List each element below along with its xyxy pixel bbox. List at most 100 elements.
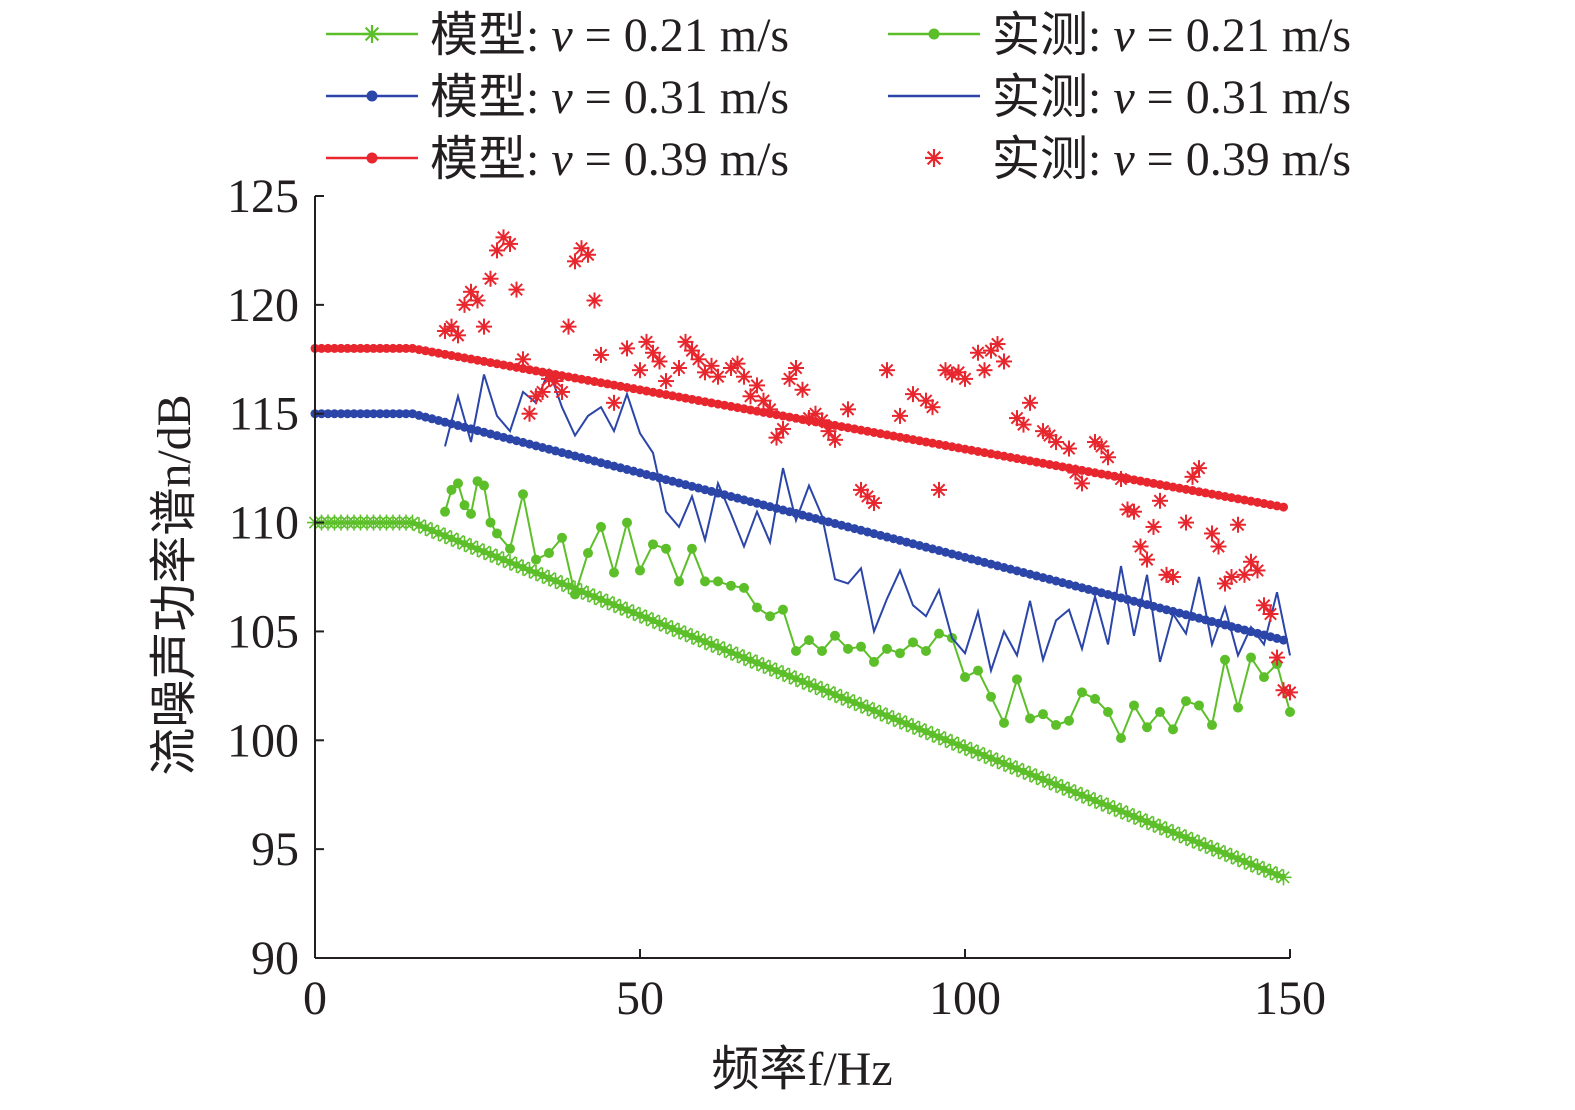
legend-item-0: 模型: v = 0.21 m/s bbox=[326, 9, 789, 62]
marker-stroke bbox=[828, 433, 842, 447]
data-point bbox=[430, 525, 447, 542]
data-point bbox=[609, 567, 619, 578]
marker-stroke bbox=[1277, 871, 1290, 884]
data-point bbox=[1282, 684, 1298, 701]
series-2 bbox=[310, 409, 1288, 645]
marker-stroke bbox=[1134, 540, 1147, 553]
marker-stroke bbox=[549, 374, 562, 388]
data-point bbox=[323, 343, 333, 353]
series-line bbox=[444, 367, 1291, 675]
data-point bbox=[931, 729, 947, 746]
data-point bbox=[1015, 416, 1032, 433]
marker-stroke bbox=[581, 248, 595, 262]
marker-stroke bbox=[497, 553, 510, 566]
data-point bbox=[1171, 826, 1188, 843]
data-point bbox=[1256, 597, 1272, 614]
marker-stroke bbox=[744, 389, 757, 403]
y-axis-title: 流噪声功率谱n/dB bbox=[148, 394, 201, 775]
marker-stroke bbox=[874, 706, 887, 720]
data-point bbox=[723, 644, 739, 661]
data-point bbox=[450, 533, 466, 550]
data-point bbox=[846, 694, 863, 711]
marker-stroke bbox=[1212, 844, 1225, 858]
marker-stroke bbox=[484, 272, 497, 286]
data-point bbox=[1113, 803, 1129, 820]
data-point bbox=[1022, 394, 1038, 411]
data-point bbox=[580, 586, 596, 603]
data-point bbox=[697, 633, 713, 650]
marker-stroke bbox=[451, 534, 465, 548]
marker-stroke bbox=[861, 701, 874, 715]
data-point bbox=[554, 383, 570, 400]
data-point bbox=[716, 641, 733, 658]
marker-stroke bbox=[458, 537, 471, 550]
marker-stroke bbox=[1082, 791, 1095, 805]
marker-stroke bbox=[1075, 477, 1089, 490]
marker-stroke bbox=[633, 609, 647, 622]
data-point bbox=[638, 333, 655, 350]
data-point bbox=[382, 409, 391, 419]
data-point bbox=[1204, 840, 1220, 857]
marker-stroke bbox=[731, 357, 744, 371]
marker-stroke bbox=[919, 394, 933, 408]
marker-stroke bbox=[471, 542, 484, 556]
data-point bbox=[918, 392, 934, 409]
data-point bbox=[1197, 837, 1214, 854]
data-point bbox=[1236, 566, 1253, 583]
data-point bbox=[879, 362, 895, 379]
marker-stroke bbox=[1186, 470, 1199, 484]
data-point bbox=[479, 480, 489, 491]
marker-stroke bbox=[698, 635, 712, 648]
marker-stroke bbox=[1179, 516, 1193, 529]
data-point bbox=[918, 723, 934, 740]
data-point bbox=[404, 514, 421, 531]
data-point bbox=[1025, 713, 1035, 724]
data-point bbox=[1074, 787, 1090, 804]
marker-stroke bbox=[646, 614, 660, 627]
marker-stroke bbox=[705, 359, 718, 373]
marker-stroke bbox=[542, 571, 556, 585]
data-point bbox=[401, 409, 411, 419]
data-point bbox=[388, 343, 398, 353]
marker-stroke bbox=[1140, 815, 1154, 828]
marker-stroke bbox=[939, 733, 952, 746]
data-point bbox=[317, 343, 326, 353]
data-point bbox=[541, 570, 557, 587]
data-point bbox=[1022, 766, 1038, 783]
marker-stroke bbox=[594, 593, 608, 606]
data-point bbox=[1184, 468, 1201, 485]
marker-stroke bbox=[1205, 527, 1219, 540]
marker-stroke bbox=[731, 648, 744, 662]
data-point bbox=[687, 543, 697, 554]
data-point bbox=[840, 401, 856, 418]
marker-stroke bbox=[588, 590, 601, 603]
legend-label: 实测: v = 0.39 m/s bbox=[992, 133, 1351, 186]
marker-stroke bbox=[776, 667, 790, 680]
data-point bbox=[515, 351, 531, 368]
data-point bbox=[970, 744, 986, 761]
legend-label: 模型: v = 0.21 m/s bbox=[430, 9, 789, 62]
marker-stroke bbox=[1283, 686, 1297, 699]
data-point bbox=[1230, 516, 1246, 533]
marker-stroke bbox=[867, 496, 881, 510]
data-point bbox=[892, 713, 908, 730]
data-point bbox=[495, 551, 512, 568]
data-point bbox=[1126, 503, 1142, 520]
data-point bbox=[1155, 706, 1165, 717]
data-point bbox=[827, 686, 843, 703]
data-point bbox=[411, 517, 427, 534]
data-point bbox=[1132, 811, 1149, 828]
marker-stroke bbox=[364, 26, 380, 42]
marker-stroke bbox=[1088, 435, 1102, 449]
data-point bbox=[989, 336, 1006, 353]
data-point bbox=[713, 576, 723, 587]
marker-stroke bbox=[1114, 804, 1128, 818]
data-point bbox=[1243, 856, 1259, 873]
marker-stroke bbox=[633, 363, 647, 377]
marker-stroke bbox=[1134, 812, 1147, 826]
data-point bbox=[349, 343, 359, 353]
legend-item-3: 实测: v = 0.31 m/s bbox=[888, 71, 1351, 124]
marker-stroke bbox=[692, 352, 705, 366]
data-point bbox=[336, 409, 346, 419]
data-point bbox=[1113, 471, 1129, 488]
